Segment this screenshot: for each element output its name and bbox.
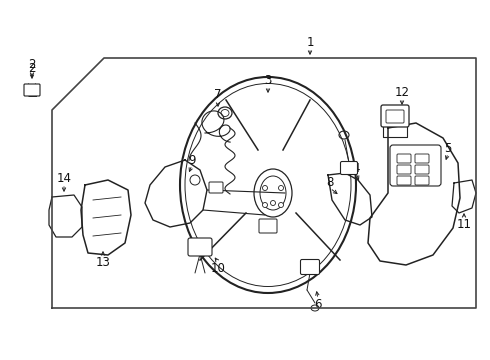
- Text: 7: 7: [214, 89, 222, 102]
- Text: 12: 12: [394, 85, 410, 99]
- FancyBboxPatch shape: [24, 84, 40, 96]
- Text: 2: 2: [28, 58, 36, 72]
- Circle shape: [270, 201, 275, 206]
- Text: 4: 4: [352, 162, 360, 175]
- Text: 11: 11: [457, 219, 471, 231]
- FancyBboxPatch shape: [415, 165, 429, 174]
- FancyBboxPatch shape: [397, 176, 411, 185]
- Circle shape: [190, 175, 200, 185]
- FancyBboxPatch shape: [381, 105, 409, 127]
- Text: 5: 5: [444, 141, 452, 154]
- Circle shape: [263, 185, 268, 190]
- FancyBboxPatch shape: [390, 145, 441, 186]
- FancyBboxPatch shape: [415, 154, 429, 163]
- Text: 3: 3: [264, 73, 271, 86]
- Circle shape: [278, 202, 284, 207]
- Circle shape: [263, 202, 268, 207]
- Text: 9: 9: [188, 153, 196, 166]
- Text: 2: 2: [28, 62, 36, 75]
- FancyBboxPatch shape: [300, 260, 319, 274]
- FancyBboxPatch shape: [386, 110, 404, 123]
- Text: 8: 8: [326, 176, 334, 189]
- FancyBboxPatch shape: [209, 182, 223, 193]
- FancyBboxPatch shape: [341, 162, 358, 175]
- Text: 6: 6: [314, 298, 322, 311]
- Circle shape: [278, 185, 284, 190]
- Text: 13: 13: [96, 256, 110, 269]
- FancyBboxPatch shape: [397, 154, 411, 163]
- FancyBboxPatch shape: [397, 165, 411, 174]
- Text: 10: 10: [211, 261, 225, 274]
- Text: 1: 1: [306, 36, 314, 49]
- FancyBboxPatch shape: [259, 219, 277, 233]
- FancyBboxPatch shape: [188, 238, 212, 256]
- Text: 14: 14: [56, 171, 72, 184]
- FancyBboxPatch shape: [415, 176, 429, 185]
